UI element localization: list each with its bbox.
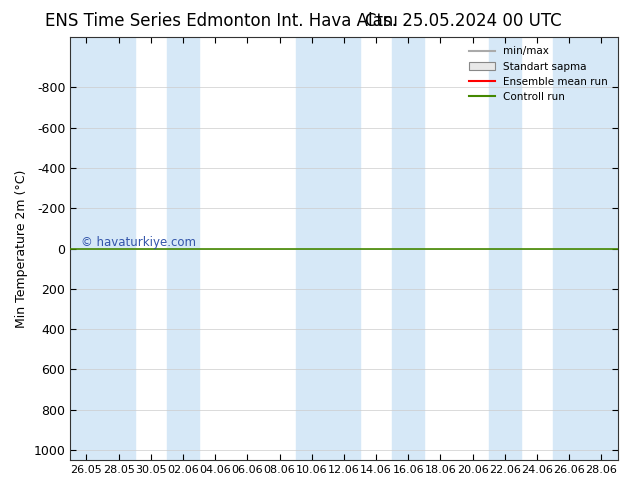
Bar bbox=[167, 37, 199, 460]
Bar bbox=[489, 37, 521, 460]
Bar bbox=[392, 37, 424, 460]
Y-axis label: Min Temperature 2m (°C): Min Temperature 2m (°C) bbox=[15, 170, 28, 328]
Text: © havaturkiye.com: © havaturkiye.com bbox=[81, 237, 197, 249]
Legend: min/max, Standart sapma, Ensemble mean run, Controll run: min/max, Standart sapma, Ensemble mean r… bbox=[465, 42, 612, 106]
Bar bbox=[70, 37, 134, 460]
Text: ENS Time Series Edmonton Int. Hava Alanı: ENS Time Series Edmonton Int. Hava Alanı bbox=[46, 12, 398, 30]
Text: Cts. 25.05.2024 00 UTC: Cts. 25.05.2024 00 UTC bbox=[365, 12, 561, 30]
Bar bbox=[553, 37, 618, 460]
Bar bbox=[295, 37, 360, 460]
